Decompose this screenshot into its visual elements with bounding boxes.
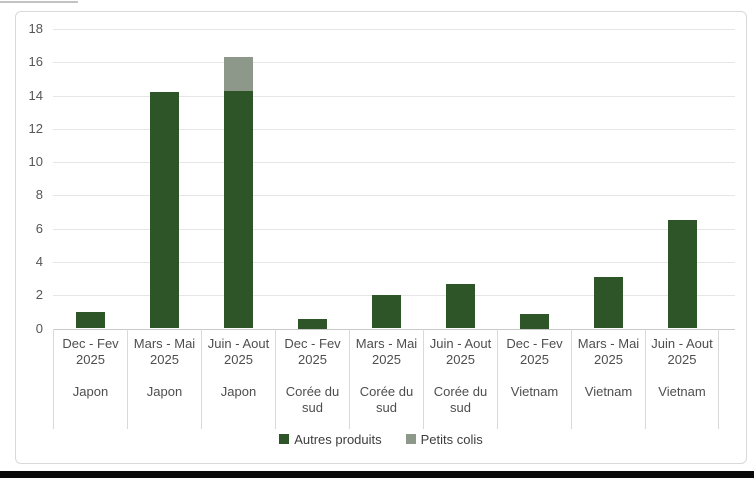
category-period-label: Juin - Aout 2025: [651, 336, 713, 367]
bar-segment-autres-produits: [667, 220, 697, 329]
bar-segment-autres-produits: [149, 92, 179, 329]
x-axis-label-cell: Juin - Aout 2025 Japon: [201, 329, 275, 429]
category-group-label: Japon: [146, 384, 183, 399]
y-axis-tick-label: 4: [35, 253, 43, 269]
y-axis-tick-label: 10: [28, 154, 43, 170]
gridline: [53, 128, 735, 130]
y-axis-tick-label: 18: [28, 21, 43, 36]
legend-swatch-petits-colis-icon: [405, 434, 416, 444]
category-group-label: Japon: [72, 384, 109, 399]
bar-segment-autres-produits: [445, 283, 475, 329]
gridline: [53, 95, 735, 97]
category-group-label: Japon: [220, 384, 257, 399]
legend: Autres produits Petits colis: [16, 430, 746, 448]
bar-segment-autres-produits: [223, 90, 253, 329]
bar-segment-autres-produits: [519, 313, 549, 329]
legend-label-petits-colis: Petits colis: [420, 431, 483, 447]
category-period-label: Mars - Mai 2025: [577, 336, 640, 367]
y-axis-tick-label: 16: [28, 54, 43, 70]
category-period-label: Mars - Mai 2025: [355, 336, 418, 367]
legend-swatch-autres-produits-icon: [279, 434, 290, 444]
x-axis-label-cell: Dec - Fev 2025 Vietnam: [497, 329, 571, 429]
y-axis-tick-label: 14: [28, 87, 43, 103]
category-group-label: Corée du sud: [285, 384, 340, 415]
y-axis-tick-label: 2: [35, 287, 43, 303]
x-axis-label-cell: Juin - Aout 2025 Corée du sud: [423, 329, 497, 429]
category-group-label: Corée du sud: [433, 384, 488, 415]
x-axis-label-cell: Mars - Mai 2025 Vietnam: [571, 329, 645, 429]
gridline: [53, 62, 735, 64]
legend-item-autres-produits: Autres produits: [279, 431, 382, 447]
top-edge-artifact: [0, 1, 78, 3]
legend-item-petits-colis: Petits colis: [405, 431, 483, 447]
category-period-label: Dec - Fev 2025: [506, 336, 563, 367]
category-period-label: Juin - Aout 2025: [207, 336, 270, 367]
category-group-label: Vietnam: [658, 384, 706, 399]
bar-segment-petits-colis: [223, 57, 253, 91]
x-axis-line: [53, 328, 735, 330]
category-period-label: Dec - Fev 2025: [62, 336, 119, 367]
gridline: [53, 195, 735, 197]
category-group-label: Vietnam: [584, 384, 633, 399]
y-axis-tick-label: 12: [28, 120, 43, 136]
category-period-label: Dec - Fev 2025: [284, 336, 341, 367]
bar-segment-autres-produits: [297, 318, 327, 329]
x-axis-label-cell: Mars - Mai 2025 Corée du sud: [349, 329, 423, 429]
gridline: [53, 228, 735, 230]
gridline: [53, 29, 735, 30]
x-axis-label-cell: Juin - Aout 2025 Vietnam: [645, 329, 719, 429]
y-axis-tick-label: 6: [35, 220, 43, 236]
y-axis-tick-label: 8: [35, 187, 43, 203]
gridline: [53, 261, 735, 263]
bar-segment-autres-produits: [593, 276, 623, 329]
x-axis-label-cell: Dec - Fev 2025 Corée du sud: [275, 329, 349, 429]
bar-segment-autres-produits: [75, 311, 105, 329]
category-group-label: Corée du sud: [359, 384, 414, 415]
plot-area: 0 2 4 6 8 10 12 14 16 18 Dec - Fev 2025 Japon Mars -…: [16, 12, 746, 463]
bottom-edge-bar: [0, 471, 754, 478]
legend-label-autres-produits: Autres produits: [294, 431, 382, 447]
category-period-label: Juin - Aout 2025: [429, 336, 492, 367]
x-axis-label-cell: Dec - Fev 2025 Japon: [53, 329, 127, 429]
category-group-label: Vietnam: [510, 384, 559, 399]
category-period-label: Mars - Mai 2025: [133, 336, 196, 367]
chart-card: 0 2 4 6 8 10 12 14 16 18 Dec - Fev 2025 Japon Mars -…: [15, 11, 747, 464]
y-axis-tick-label: 0: [35, 320, 43, 336]
bar-segment-autres-produits: [371, 295, 401, 329]
x-axis-label-cell: Mars - Mai 2025 Japon: [127, 329, 201, 429]
gridline: [53, 162, 735, 164]
